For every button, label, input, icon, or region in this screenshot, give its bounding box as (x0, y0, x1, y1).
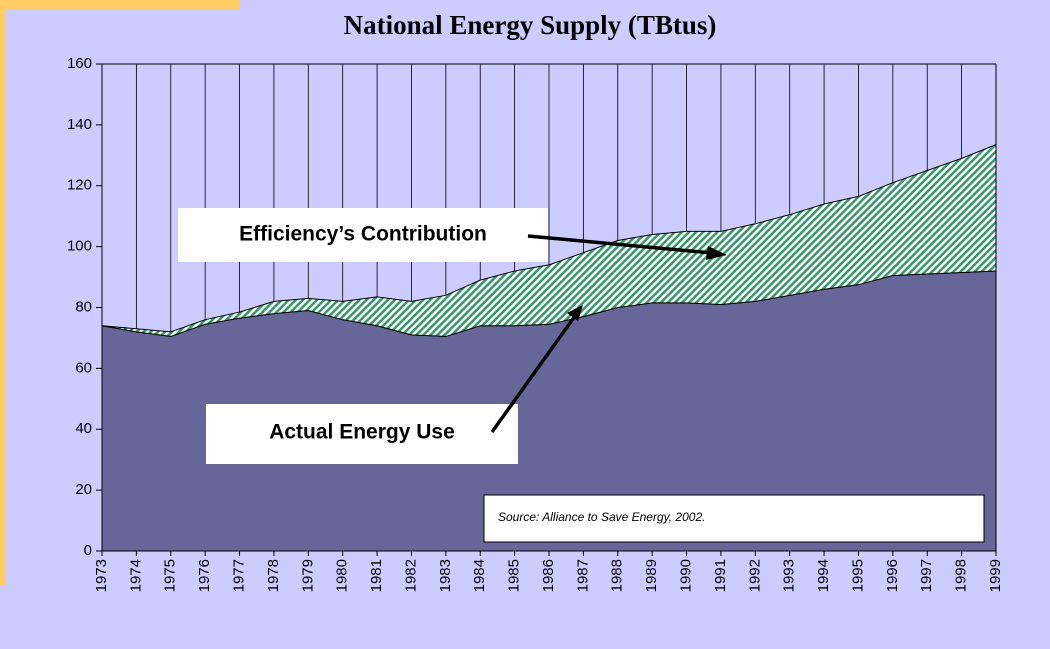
arrow (527, 234, 713, 255)
x-tick-label: 1988 (609, 559, 626, 592)
x-tick-label: 1990 (678, 559, 695, 592)
x-tick-label: 1992 (746, 559, 763, 592)
x-tick-label: 1982 (402, 559, 419, 592)
y-tick-label: 100 (67, 238, 92, 255)
x-tick-label: 1993 (781, 559, 798, 592)
x-tick-label: 1997 (918, 559, 935, 592)
y-tick-label: 160 (67, 55, 92, 72)
x-tick-label: 1999 (987, 559, 1004, 592)
x-tick-label: 1984 (471, 559, 488, 592)
x-tick-label: 1995 (849, 559, 866, 592)
arrow (490, 314, 577, 434)
x-tick-label: 1987 (574, 559, 591, 592)
y-tick-label: 140 (67, 116, 92, 133)
x-tick-label: 1975 (162, 559, 179, 592)
arrow-head (567, 305, 583, 321)
x-tick-label: 1994 (815, 559, 832, 592)
x-tick-label: 1996 (884, 559, 901, 592)
y-tick-label: 80 (75, 298, 92, 315)
x-tick-label: 1979 (299, 559, 316, 592)
y-tick-label: 120 (67, 177, 92, 194)
x-tick-label: 1980 (334, 559, 351, 592)
label-box (206, 404, 518, 464)
accent-bar (0, 0, 240, 10)
arrow-head (706, 246, 727, 260)
y-tick-label: 60 (75, 359, 92, 376)
x-tick-label: 1998 (953, 559, 970, 592)
x-tick-label: 1977 (231, 559, 248, 592)
x-tick-label: 1981 (368, 559, 385, 592)
x-tick-label: 1976 (196, 559, 213, 592)
x-tick-label: 1974 (127, 559, 144, 592)
x-tick-label: 1983 (437, 559, 454, 592)
x-tick-label: 1991 (712, 559, 729, 592)
source-note: Source: Alliance to Save Energy, 2002. (498, 510, 705, 524)
x-tick-label: 1989 (643, 559, 660, 592)
chart-title: National Energy Supply (TBtus) (344, 10, 717, 40)
series-label: Efficiency’s Contribution (239, 223, 487, 246)
x-tick-label: 1978 (265, 559, 282, 592)
x-tick-label: 1986 (540, 559, 557, 592)
y-tick-label: 40 (75, 420, 92, 437)
accent-strip (0, 0, 6, 585)
y-tick-label: 20 (75, 481, 92, 498)
x-tick-label: 1973 (93, 559, 110, 592)
label-box (178, 208, 548, 262)
source-box (483, 494, 985, 543)
y-tick-label: 0 (84, 542, 92, 559)
series-label: Actual Energy Use (269, 421, 455, 444)
x-tick-label: 1985 (506, 559, 523, 592)
